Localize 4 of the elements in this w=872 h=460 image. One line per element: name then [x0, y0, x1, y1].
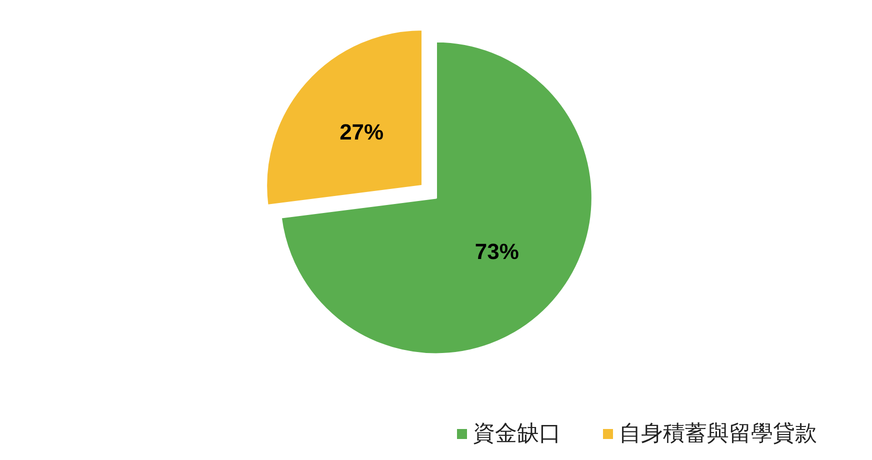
data-label: 27%: [340, 120, 384, 145]
legend-label: 資金缺口: [473, 422, 561, 446]
data-label: 73%: [474, 239, 519, 264]
legend-label: 自身積蓄與留學貸款: [619, 422, 817, 446]
